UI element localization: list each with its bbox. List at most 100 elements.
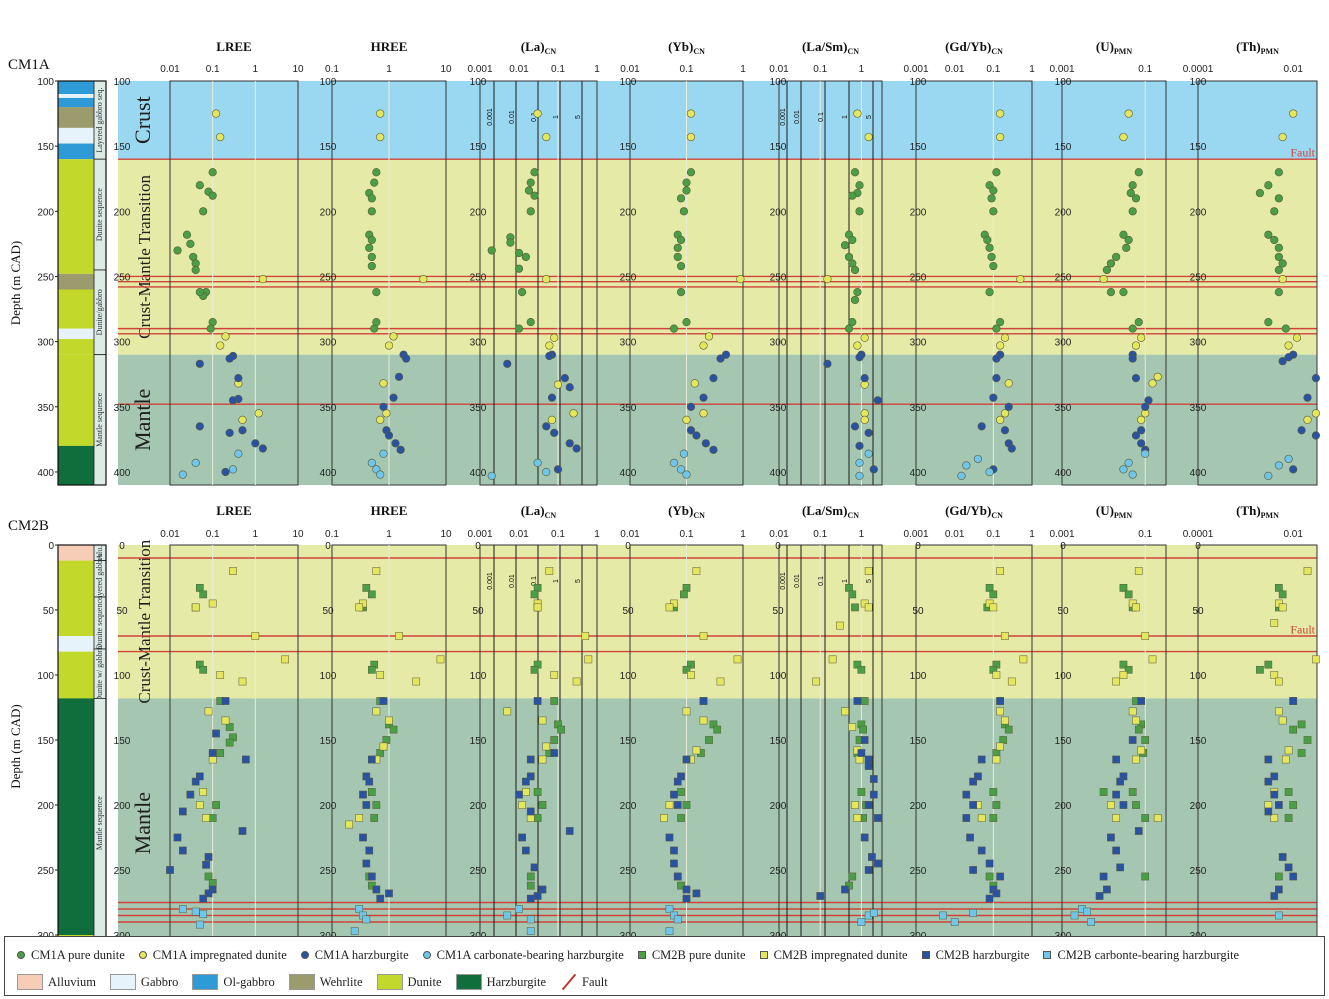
data-point-pure xyxy=(517,288,527,297)
track-depth-label: 200 xyxy=(320,801,337,812)
data-point-pure xyxy=(557,725,565,734)
data-point-pure xyxy=(550,736,559,744)
track-depth-label: 350 xyxy=(1190,403,1207,414)
track-depth-label: 250 xyxy=(620,866,637,877)
data-point-impregnated xyxy=(733,655,742,664)
data-point-harzburgite xyxy=(526,894,535,903)
track-depth-label: 350 xyxy=(1055,403,1072,414)
track-depth-label: 300 xyxy=(910,338,927,349)
data-point-pure xyxy=(1134,317,1143,327)
track-depth-label: 400 xyxy=(770,468,787,479)
data-point-impregnated xyxy=(736,274,745,284)
data-point-harzburgite xyxy=(1289,697,1298,705)
zone-band xyxy=(118,354,1317,485)
data-point-harzburgite xyxy=(699,697,708,705)
data-point-pure xyxy=(367,252,376,262)
track-title-main: (Yb) xyxy=(668,503,693,518)
track-depth-label: 350 xyxy=(770,403,787,414)
legend-entry-label: CM2B harzburgite xyxy=(935,947,1030,962)
x-tick-label: 0.001 xyxy=(467,529,492,540)
track-depth-label: 100 xyxy=(114,671,131,682)
data-point-impregnated xyxy=(550,671,559,679)
track-depth-label: 150 xyxy=(320,736,337,747)
data-point-harzburgite xyxy=(686,426,696,435)
data-point-pure xyxy=(367,788,376,796)
data-point-harzburgite xyxy=(850,422,860,431)
legend-entry-label: Dunite xyxy=(407,974,442,989)
data-point-harzburgite xyxy=(362,859,371,868)
track-title-main: (U) xyxy=(1096,39,1114,54)
data-point-harzburgite xyxy=(969,777,977,786)
data-point-impregnated xyxy=(384,341,394,350)
unit-label: Dunite w/ gabbro xyxy=(95,646,104,702)
track-depth-label: 300 xyxy=(1055,338,1072,349)
y-axis-label: Depth (m CAD) xyxy=(8,704,23,789)
data-point-impregnated xyxy=(1128,707,1137,716)
data-point-pure xyxy=(367,194,376,203)
data-point-pure xyxy=(524,186,534,195)
data-point-pure xyxy=(1281,324,1290,333)
data-point-pure xyxy=(859,725,867,734)
data-point-pure xyxy=(1119,660,1128,669)
data-point-harzburgite xyxy=(365,777,374,786)
data-point-carbonate xyxy=(1274,461,1283,470)
depth-tick-label: 0 xyxy=(48,541,54,552)
data-point-carbonate xyxy=(542,467,551,477)
data-point-impregnated xyxy=(204,707,213,716)
ref-line-label: 1 xyxy=(842,579,849,583)
depth-tick-label: 150 xyxy=(37,736,54,747)
data-point-impregnated xyxy=(1124,109,1133,118)
x-tick-label: 0.1 xyxy=(206,64,220,75)
data-point-impregnated xyxy=(823,274,832,284)
track-depth-label: 300 xyxy=(620,338,637,349)
data-point-pure xyxy=(216,749,225,757)
data-point-impregnated xyxy=(836,621,844,630)
data-point-carbonate xyxy=(1141,449,1150,458)
data-point-impregnated xyxy=(345,820,354,829)
data-point-harzburgite xyxy=(996,872,1004,881)
data-point-pure xyxy=(372,317,381,327)
x-tick-label: 0.1 xyxy=(206,529,220,540)
data-point-impregnated xyxy=(1001,716,1009,725)
track-title: LREE xyxy=(216,39,251,54)
legend-entry-label: CM2B carbonte-bearing harzburgite xyxy=(1057,947,1240,962)
data-point-harzburgite xyxy=(1004,402,1013,411)
data-point-impregnated xyxy=(660,814,668,822)
x-tick-label: 0.01 xyxy=(1283,64,1303,75)
data-point-impregnated xyxy=(533,109,542,118)
x-tick-label: 1 xyxy=(740,64,746,75)
data-point-impregnated xyxy=(238,677,247,686)
fault-label: Fault xyxy=(1290,146,1315,160)
track-depth-label: 200 xyxy=(470,207,487,218)
data-point-pure xyxy=(530,168,539,177)
data-point-harzburgite xyxy=(376,894,385,903)
track-depth-label: 350 xyxy=(320,403,337,414)
panel-label: CM1A xyxy=(8,57,50,73)
track-depth-label: 300 xyxy=(114,338,131,349)
data-point-impregnated xyxy=(216,341,225,350)
track-depth-label: 50 xyxy=(472,606,484,617)
data-point-harzburgite xyxy=(869,790,878,799)
data-point-pure xyxy=(1297,720,1306,729)
track-depth-label: 0 xyxy=(915,541,921,552)
data-point-harzburgite xyxy=(673,872,682,881)
data-point-pure xyxy=(208,191,217,200)
track-title-main: (Th) xyxy=(1236,39,1261,54)
track-depth-label: 150 xyxy=(470,736,487,747)
data-point-pure xyxy=(204,872,213,881)
x-tick-label: 0.1 xyxy=(680,529,694,540)
data-point-pure xyxy=(367,590,376,599)
depth-tick-label: 50 xyxy=(43,606,55,617)
data-point-pure xyxy=(857,788,866,796)
data-point-pure xyxy=(376,749,385,757)
data-point-impregnated xyxy=(542,274,551,284)
data-point-harzburgite xyxy=(1278,853,1287,861)
track-frame xyxy=(1197,80,1318,486)
data-point-impregnated xyxy=(692,567,701,575)
data-point-harzburgite xyxy=(367,755,376,764)
data-point-pure xyxy=(673,243,682,252)
data-point-harzburgite xyxy=(572,444,581,453)
data-point-pure xyxy=(1119,230,1128,239)
ref-line-label: 0.01 xyxy=(794,574,801,588)
track-depth-label: 200 xyxy=(770,801,787,812)
